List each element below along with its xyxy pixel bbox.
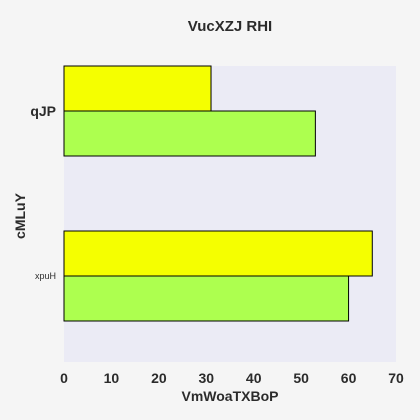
bar-qJP-series-1	[63, 65, 212, 112]
x-axis-label: VmWoaTXBoP	[182, 388, 279, 404]
x-tick-label: 20	[151, 370, 167, 386]
y-axis-label: cMLuY	[12, 192, 28, 239]
x-tick-label: 60	[341, 370, 357, 386]
x-tick-label: 10	[104, 370, 120, 386]
chart-title: VucXZJ RHI	[188, 18, 272, 35]
x-tick-label: 50	[293, 370, 309, 386]
x-tick-label: 30	[198, 370, 214, 386]
x-tick-label: 70	[388, 370, 404, 386]
y-tick-label: xpuH	[35, 271, 56, 281]
y-tick-label: qJP	[30, 103, 56, 119]
x-tick-label: 0	[60, 370, 68, 386]
bar-xpuH-series-2	[63, 275, 350, 322]
bar-qJP-series-2	[63, 110, 316, 157]
x-tick-label: 40	[246, 370, 262, 386]
bar-xpuH-series-1	[63, 230, 373, 277]
